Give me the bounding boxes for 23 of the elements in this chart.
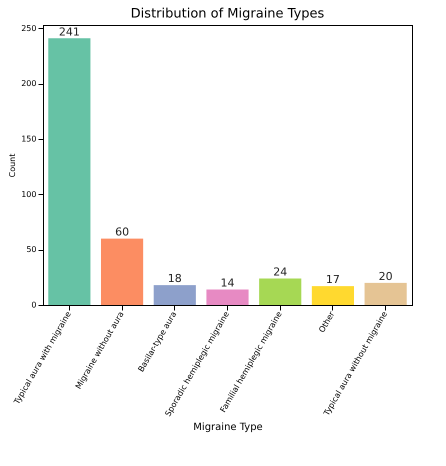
data-label: 60 xyxy=(115,226,130,239)
bar xyxy=(312,286,354,305)
y-tick-label: 50 xyxy=(26,245,36,254)
bar xyxy=(206,290,249,305)
data-label: 24 xyxy=(273,265,288,278)
y-tick-label: 100 xyxy=(21,190,36,199)
data-label: 17 xyxy=(326,273,340,286)
bar xyxy=(154,285,196,305)
y-tick-label: 0 xyxy=(31,300,36,310)
bar xyxy=(259,278,302,305)
bar xyxy=(100,238,144,305)
chart-title: Distribution of Migraine Types xyxy=(130,6,325,22)
y-tick-label: 250 xyxy=(21,24,36,33)
y-axis-title: Count xyxy=(8,154,18,178)
bar xyxy=(364,282,407,305)
y-tick-label: 200 xyxy=(21,79,36,88)
data-label: 20 xyxy=(378,270,393,283)
data-label: 18 xyxy=(168,272,182,286)
data-label: 241 xyxy=(58,25,80,38)
x-axis-title: Migraine Type xyxy=(193,422,263,433)
data-label: 14 xyxy=(220,276,234,290)
bar xyxy=(48,38,90,305)
y-tick-label: 150 xyxy=(21,134,36,144)
